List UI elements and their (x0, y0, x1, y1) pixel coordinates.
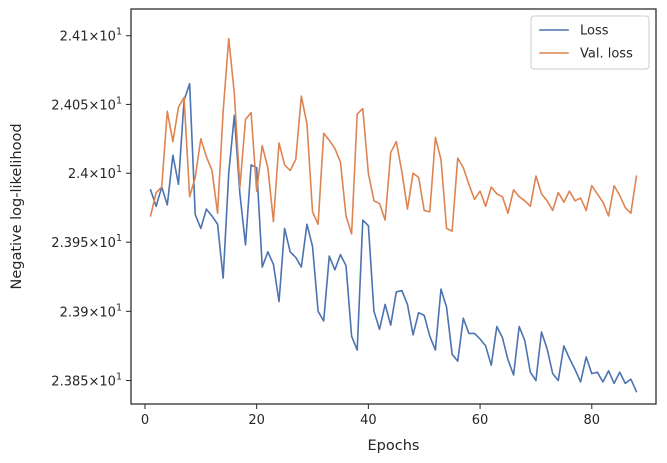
x-tick-label: 80 (583, 413, 600, 428)
x-axis-label: Epochs (368, 438, 420, 454)
y-tick-label: 2.39×101 (60, 302, 122, 320)
plot-frame (130, 8, 657, 405)
x-tick-label: 0 (141, 413, 149, 428)
y-axis-ticks: 2.385×101 2.39×101 2.395×101 2.4×101 2.405×1… (51, 27, 131, 390)
x-axis-ticks: 0 20 40 60 80 (141, 404, 600, 428)
y-tick-label: 2.385×101 (51, 372, 122, 390)
y-tick-label: 2.4×101 (68, 164, 122, 182)
series-layer (149, 37, 638, 393)
series-line-loss (149, 83, 638, 393)
x-tick-label: 20 (248, 413, 265, 428)
series-line-val-loss (149, 37, 638, 235)
x-tick-label: 40 (360, 413, 377, 428)
y-tick-label: 2.41×101 (60, 27, 122, 45)
legend-label-loss: Loss (580, 24, 609, 39)
x-tick-label: 60 (472, 413, 489, 428)
legend-label-val-loss: Val. loss (580, 47, 633, 62)
legend: Loss Val. loss (530, 15, 650, 70)
y-axis-label: Negative log-likelihood (9, 123, 25, 289)
y-tick-label: 2.405×101 (51, 95, 122, 113)
y-tick-label: 2.395×101 (51, 233, 122, 251)
